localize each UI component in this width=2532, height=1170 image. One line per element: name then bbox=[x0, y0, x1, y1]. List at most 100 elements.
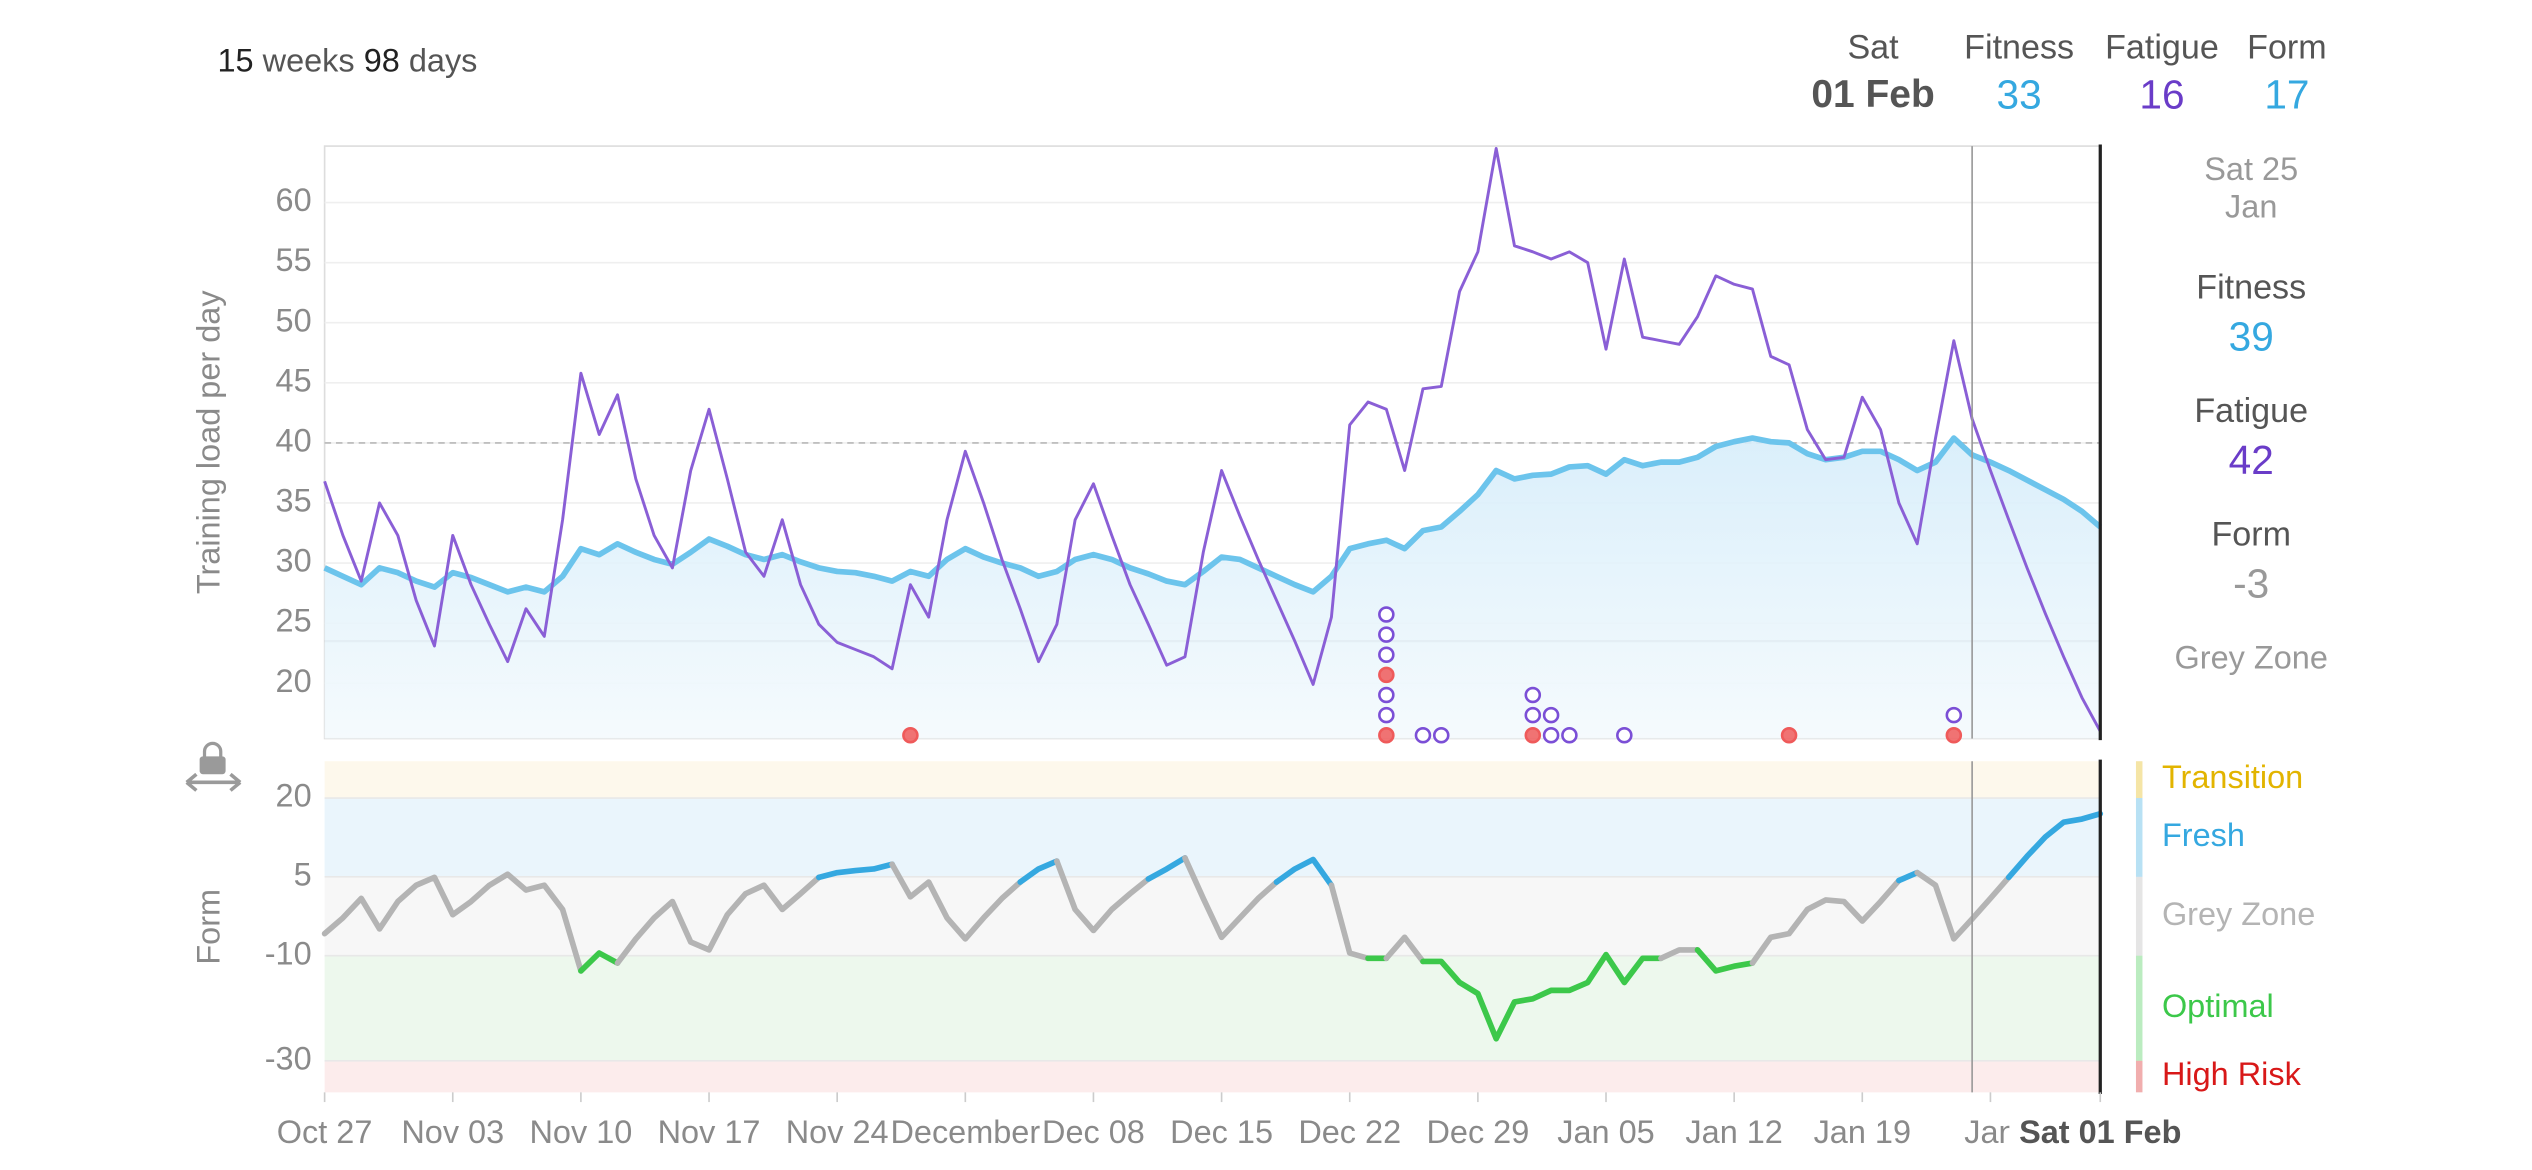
form-line bbox=[1145, 855, 1188, 882]
activity-marker bbox=[1780, 726, 1798, 744]
lock-body bbox=[199, 756, 226, 775]
series-line bbox=[323, 435, 2103, 595]
zone-band bbox=[324, 798, 2101, 877]
duration: 15 weeks 98 days bbox=[217, 44, 477, 81]
zone-legend-bar bbox=[2135, 761, 2143, 799]
form-line bbox=[1054, 858, 1152, 934]
activity-marker bbox=[1524, 686, 1542, 704]
form-line bbox=[889, 861, 1024, 942]
days: 98 bbox=[363, 43, 400, 80]
zone-label: Transition bbox=[2162, 759, 2303, 795]
x-tick-label: Dec 15 bbox=[1170, 1114, 1273, 1150]
zone-band bbox=[324, 1060, 2101, 1093]
zone-legend-bar bbox=[2135, 1060, 2143, 1093]
form-line bbox=[1273, 856, 1335, 889]
activity-marker bbox=[1378, 606, 1395, 623]
form-line bbox=[1420, 951, 1664, 1042]
form-line bbox=[816, 861, 895, 881]
activity-marker bbox=[1561, 726, 1578, 744]
form-line bbox=[321, 871, 584, 974]
y-tick-label: -30 bbox=[265, 1040, 312, 1076]
x-tick-label: Dec 08 bbox=[1042, 1114, 1145, 1150]
panel-date: Sat 25 Jan bbox=[2204, 152, 2299, 226]
y-tick-label: 20 bbox=[276, 778, 312, 814]
y-axis-label: Training load per day bbox=[191, 290, 227, 594]
y-tick-label: 45 bbox=[276, 362, 312, 398]
x-tick-label: Jan 12 bbox=[1685, 1114, 1782, 1150]
header-date: 01 Feb bbox=[1811, 73, 1935, 117]
fitness-area bbox=[324, 438, 2101, 739]
panel-form-label: Form bbox=[2211, 516, 2291, 554]
panel-fitness: 39 bbox=[2228, 314, 2274, 361]
activity-marker bbox=[1378, 666, 1395, 684]
form-line bbox=[578, 950, 621, 974]
x-tick-label: Jan bbox=[1964, 1114, 2016, 1150]
activity-marker bbox=[1378, 726, 1395, 744]
form-line bbox=[614, 874, 822, 966]
y-tick-label: 55 bbox=[276, 242, 312, 278]
form-line bbox=[1914, 869, 2012, 942]
resize-arrow bbox=[185, 772, 242, 792]
y-tick-label: 5 bbox=[294, 856, 312, 892]
activity-marker bbox=[902, 726, 919, 744]
activity-marker bbox=[1945, 706, 1963, 724]
header-fitness: 33 bbox=[1996, 73, 2042, 119]
panel-form: -3 bbox=[2233, 561, 2270, 608]
form-line bbox=[1328, 882, 1371, 962]
y-tick-label: 30 bbox=[276, 543, 312, 579]
lock-icon[interactable] bbox=[185, 741, 242, 792]
activity-marker bbox=[1378, 686, 1395, 704]
activity-marker bbox=[1524, 706, 1542, 724]
x-tick-label: Dec 22 bbox=[1298, 1114, 1401, 1150]
x-tick-label: Nov 03 bbox=[401, 1114, 504, 1150]
activity-marker bbox=[1542, 706, 1560, 724]
series-line bbox=[323, 147, 2102, 732]
form-line bbox=[1017, 858, 1060, 885]
days-label: days bbox=[408, 43, 478, 80]
zone-label: Optimal bbox=[2162, 988, 2274, 1024]
y-tick-label: 20 bbox=[276, 663, 312, 699]
y-tick-label: 50 bbox=[276, 302, 312, 338]
x-tick-label: December bbox=[890, 1114, 1040, 1150]
activity-marker bbox=[1542, 726, 1560, 744]
weeks: 15 bbox=[217, 43, 254, 80]
lock-shackle bbox=[202, 741, 223, 758]
x-tick-label-bg bbox=[2009, 1108, 2192, 1158]
zone-label: Fresh bbox=[2162, 817, 2245, 853]
header-fitness-label: Fitness bbox=[1964, 29, 2075, 67]
y-tick-label: 60 bbox=[276, 182, 312, 218]
zone-band bbox=[324, 761, 2101, 799]
activity-marker bbox=[1378, 626, 1395, 643]
panel-zone: Grey Zone bbox=[2174, 641, 2328, 677]
header-fatigue: 16 bbox=[2139, 73, 2185, 119]
form-line bbox=[1694, 947, 1756, 974]
zone-legend-bar bbox=[2135, 798, 2143, 877]
activity-marker bbox=[1524, 726, 1542, 744]
weeks-label: weeks bbox=[262, 43, 355, 80]
header-form-label: Form bbox=[2247, 29, 2327, 67]
form-line bbox=[1658, 947, 1701, 962]
x-tick-label: Nov 24 bbox=[786, 1114, 889, 1150]
form-line bbox=[2005, 810, 2104, 881]
header-day: Sat bbox=[1847, 29, 1899, 67]
header-form: 17 bbox=[2264, 73, 2310, 119]
x-tick-label: Oct 27 bbox=[277, 1114, 373, 1150]
y-axis-label: Form bbox=[191, 889, 227, 965]
header-fatigue-label: Fatigue bbox=[2105, 29, 2219, 67]
x-tick-label: Nov 10 bbox=[529, 1114, 632, 1150]
activity-marker bbox=[1432, 726, 1450, 744]
form-line bbox=[1749, 877, 1902, 966]
y-tick-label: -10 bbox=[265, 935, 312, 971]
panel-fitness-label: Fitness bbox=[2196, 269, 2307, 307]
form-line bbox=[1896, 869, 1921, 884]
x-tick-label: Nov 17 bbox=[658, 1114, 761, 1150]
activity-marker bbox=[1945, 726, 1963, 744]
activity-marker bbox=[1616, 726, 1633, 744]
zone-label: High Risk bbox=[2162, 1056, 2302, 1092]
panel-fatigue-label: Fatigue bbox=[2194, 392, 2309, 431]
activity-marker bbox=[1378, 706, 1395, 724]
y-tick-label: 25 bbox=[276, 603, 312, 639]
